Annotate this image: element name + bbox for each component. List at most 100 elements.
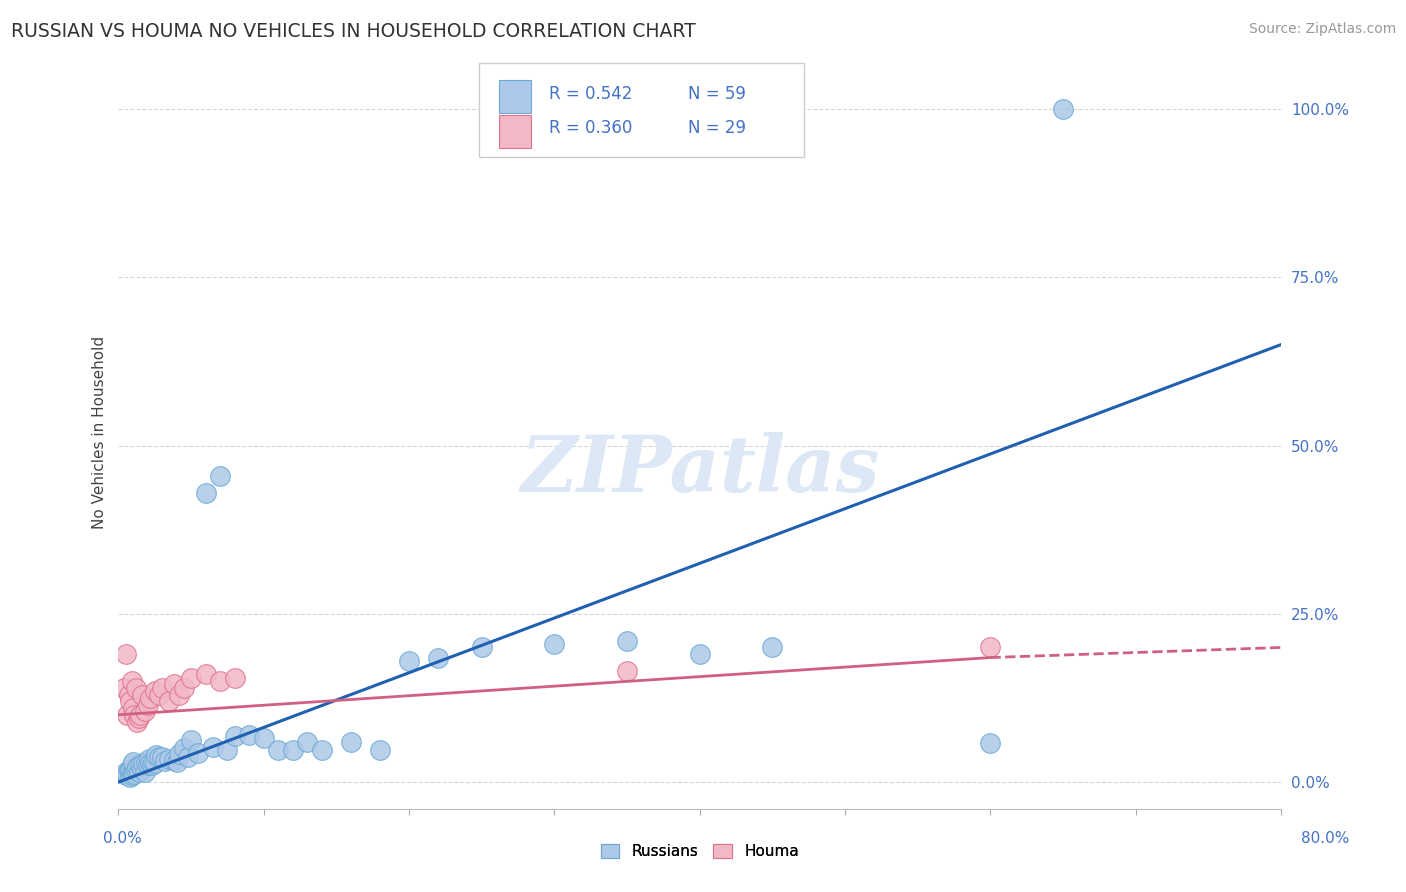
Point [187,746,209,760]
Point [120,762,142,776]
Point [150,681,173,695]
Point [135,755,157,769]
Text: ZIPatlas: ZIPatlas [520,432,880,508]
Point [194,667,217,681]
Point [129,707,152,722]
Point [121,758,143,772]
Point [543,637,565,651]
Point [169,747,191,761]
Point [148,688,170,702]
Point [173,741,195,756]
FancyBboxPatch shape [499,80,531,113]
Point [139,756,162,771]
Point [163,753,186,767]
Point [177,749,200,764]
Point [471,640,494,655]
Point [689,647,711,661]
Point [427,650,450,665]
Point [253,731,276,746]
Text: RUSSIAN VS HOUMA NO VEHICLES IN HOUSEHOLD CORRELATION CHART: RUSSIAN VS HOUMA NO VEHICLES IN HOUSEHOL… [11,22,696,41]
Point [616,664,638,678]
Point [122,764,145,779]
Text: N = 59: N = 59 [688,85,747,103]
Point [115,707,138,722]
Point [180,733,202,747]
Point [153,754,176,768]
Point [267,743,290,757]
Point [148,749,170,764]
Point [979,736,1001,750]
Point [127,760,149,774]
Point [1052,102,1074,116]
Point [128,764,150,779]
Point [166,755,188,769]
Text: 80.0%: 80.0% [1302,831,1350,847]
Point [124,767,146,781]
Point [173,681,195,695]
Point [128,711,150,725]
Point [125,763,148,777]
Point [120,694,142,708]
Point [114,647,136,661]
Point [139,690,162,705]
Point [124,707,146,722]
Point [163,677,186,691]
Point [761,640,783,655]
Point [114,764,136,779]
Point [224,671,246,685]
Point [136,698,159,712]
Point [979,640,1001,655]
Point [201,740,224,755]
Point [141,758,163,772]
Point [143,684,166,698]
Point [238,728,260,742]
Point [134,764,156,779]
Point [125,681,148,695]
Point [217,743,239,757]
Point [117,688,139,702]
Point [131,762,153,776]
Point [340,734,363,748]
FancyBboxPatch shape [499,115,531,148]
Text: R = 0.360: R = 0.360 [548,120,633,137]
Point [157,751,180,765]
Point [121,768,143,782]
Point [616,633,638,648]
Point [368,743,391,757]
Point [281,743,304,757]
Point [142,755,165,769]
Text: R = 0.542: R = 0.542 [548,85,633,103]
Point [311,743,333,757]
Point [120,770,142,784]
Point [194,485,217,500]
Point [127,714,149,729]
Y-axis label: No Vehicles in Household: No Vehicles in Household [93,335,107,529]
Text: N = 29: N = 29 [688,120,747,137]
Point [131,688,153,702]
Point [122,701,145,715]
Point [121,674,143,689]
Point [122,755,145,769]
Point [157,694,180,708]
Point [297,734,319,748]
Text: Source: ZipAtlas.com: Source: ZipAtlas.com [1249,22,1396,37]
Point [136,758,159,772]
Point [169,688,191,702]
Point [134,705,156,719]
Point [209,468,232,483]
Text: 0.0%: 0.0% [103,831,142,847]
Point [209,674,232,689]
Point [150,749,173,764]
Point [145,748,167,763]
Point [129,758,152,772]
Legend: Russians, Houma: Russians, Houma [595,838,804,865]
Point [132,756,155,771]
Point [180,671,202,685]
Point [117,763,139,777]
Point [398,654,420,668]
Point [224,729,246,743]
Point [138,751,160,765]
Point [115,767,138,781]
Point [143,756,166,771]
Point [112,681,135,695]
